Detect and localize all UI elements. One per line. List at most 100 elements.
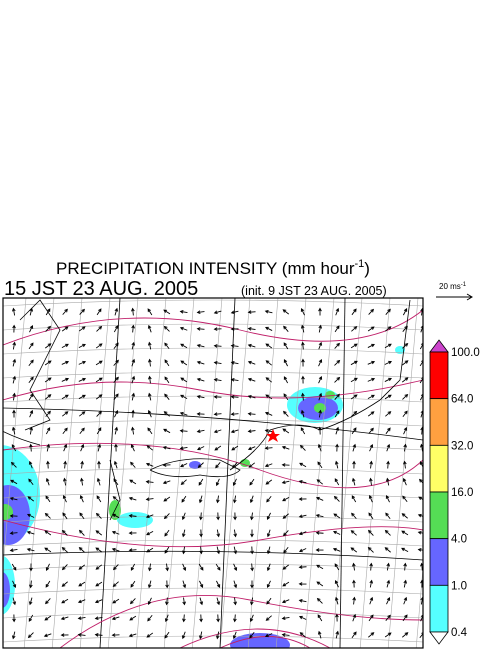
wind-arrow [333, 530, 341, 535]
wind-arrow [403, 579, 408, 588]
vector-scale-text: 20 ms [439, 282, 461, 291]
wind-arrow [230, 395, 239, 399]
grid-line [415, 564, 423, 648]
grid-line [3, 467, 423, 475]
wind-arrow [163, 496, 171, 502]
wind-arrow [403, 596, 408, 605]
grid-line [135, 298, 167, 648]
wind-arrow [316, 564, 324, 570]
wind-arrow [315, 496, 324, 501]
wind-arrow [182, 597, 186, 606]
wind-arrow [198, 631, 203, 640]
wind-arrow [78, 343, 86, 349]
grid-line [3, 563, 423, 571]
wind-arrow [216, 512, 220, 521]
wind-arrow [130, 580, 136, 588]
wind-arrow [113, 478, 119, 486]
grid-line [3, 395, 423, 403]
contour [179, 628, 331, 648]
wind-arrow [29, 324, 34, 333]
wind-arrow [45, 308, 51, 316]
wind-arrow [334, 393, 340, 400]
grid-line [163, 298, 195, 648]
title: PRECIPITATION INTENSITY (mm hour-1) [56, 258, 370, 278]
vector-scale-arrow [436, 293, 473, 301]
wind-arrow [266, 546, 271, 555]
wind-arrow [384, 529, 391, 536]
wind-arrow [352, 579, 356, 588]
wind-arrow [128, 633, 137, 638]
grid-line [3, 515, 423, 523]
wind-arrow [11, 444, 17, 452]
wind-arrow [180, 377, 188, 383]
wind-arrow [315, 513, 324, 518]
wind-arrow [385, 477, 390, 486]
wind-arrow [27, 632, 34, 639]
wind-arrow [417, 548, 423, 552]
wind-arrow [369, 443, 374, 452]
wind-arrow [129, 598, 136, 605]
wind-arrow [128, 514, 137, 518]
wind-arrow [129, 479, 137, 485]
wind-arrow [403, 562, 407, 571]
wind-arrow [165, 597, 169, 606]
wind-arrow [46, 460, 50, 469]
grid-line [3, 611, 423, 619]
wind-arrow [418, 496, 423, 501]
wind-arrow [181, 529, 186, 538]
wind-arrow [111, 547, 120, 552]
wind-arrow [283, 410, 289, 417]
grid-line [23, 298, 55, 648]
wind-arrow [95, 377, 103, 383]
wind-arrow [334, 460, 339, 469]
wind-arrow [367, 360, 376, 365]
wind-arrow [420, 426, 423, 435]
wind-arrow [28, 376, 34, 384]
wind-arrow [12, 580, 17, 589]
wind-arrow [199, 580, 204, 588]
wind-arrow [164, 342, 170, 350]
wind-arrow [45, 495, 51, 503]
wind-arrow [145, 497, 154, 501]
wind-arrow [367, 394, 375, 400]
wind-arrow [283, 393, 289, 401]
wind-arrow [11, 631, 16, 640]
wind-arrow [61, 343, 69, 349]
wind-arrow [281, 616, 290, 620]
wind-arrow [112, 581, 119, 587]
wind-arrow [182, 563, 187, 572]
wind-arrow [27, 496, 35, 502]
wind-arrow [299, 462, 307, 468]
wind-arrow [335, 613, 339, 622]
wind-arrow [213, 395, 222, 399]
wind-arrow [213, 327, 222, 331]
wind-arrow [45, 563, 50, 571]
wind-arrow [250, 563, 254, 572]
wind-arrow [300, 409, 305, 418]
wind-arrow [216, 614, 220, 623]
wind-arrow [79, 512, 85, 520]
wind-arrow [367, 343, 375, 348]
wind-arrow [385, 427, 391, 435]
wind-arrow [266, 495, 272, 503]
wind-arrow [351, 308, 357, 316]
wind-arrow [112, 496, 119, 502]
wind-arrow [46, 443, 51, 452]
wind-arrow [179, 411, 188, 416]
wind-arrow [282, 496, 290, 502]
wind-arrow [61, 394, 69, 400]
wind-arrow [29, 307, 34, 316]
wind-arrow [384, 343, 392, 349]
wind-arrow [113, 359, 119, 366]
wind-arrow [62, 427, 68, 435]
wind-arrow [247, 377, 256, 382]
wind-arrow [401, 530, 409, 536]
wind-arrow [61, 360, 70, 365]
grid-line [3, 347, 423, 355]
wind-arrow [281, 633, 290, 637]
wind-arrow [215, 563, 221, 571]
wind-arrow [12, 358, 17, 367]
wind-arrow [247, 327, 256, 331]
wind-arrow [264, 446, 273, 450]
wind-arrow [419, 342, 423, 350]
